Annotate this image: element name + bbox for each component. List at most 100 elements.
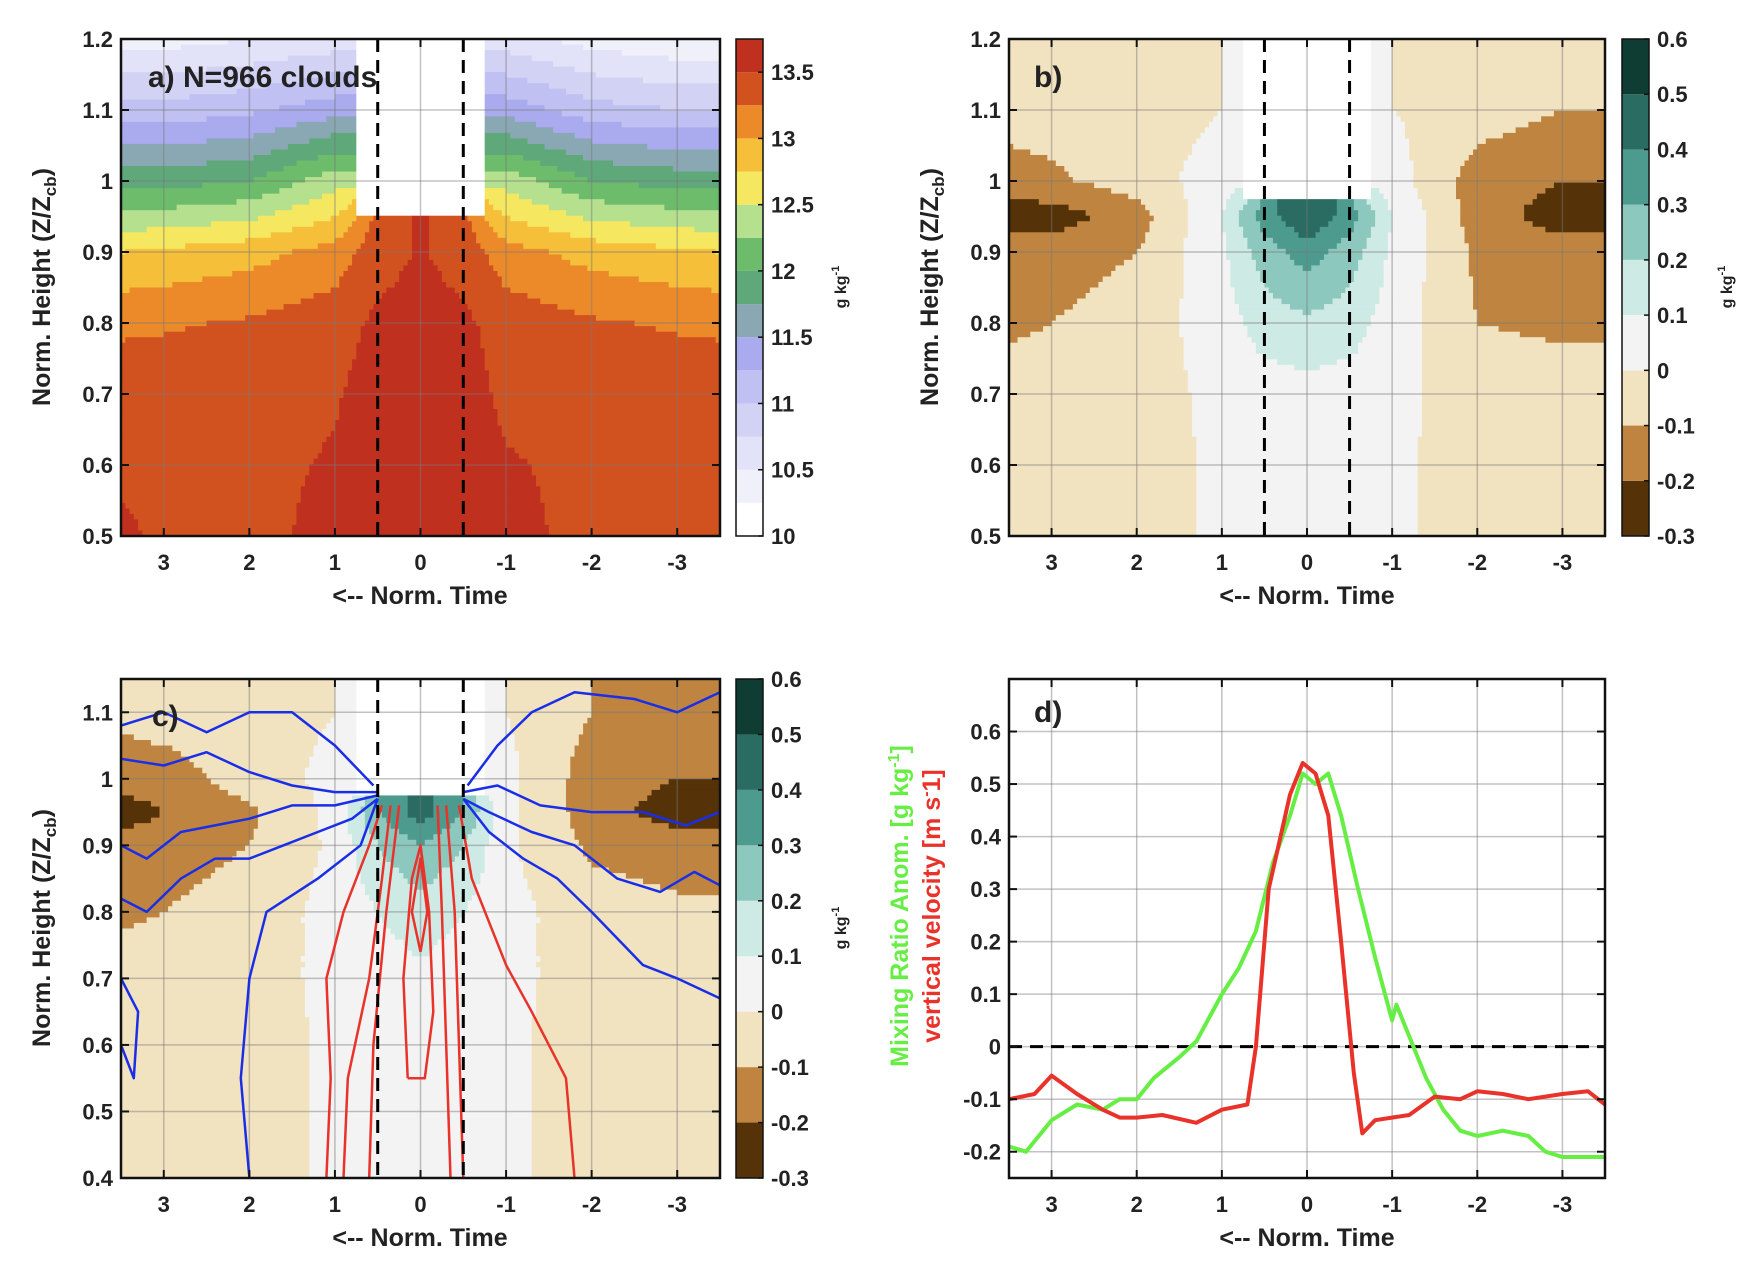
heatmap-cell [1009, 44, 1223, 51]
heatmap-cell [193, 884, 310, 891]
heatmap-cell [557, 166, 674, 173]
heatmap-cell [1545, 226, 1606, 233]
heatmap-cell [595, 237, 721, 244]
heatmap-cell [322, 193, 357, 200]
colorbar-swatch [736, 789, 763, 846]
heatmap-cell [1383, 276, 1427, 283]
heatmap-cell [1009, 497, 1197, 504]
heatmap-cell [121, 1033, 310, 1040]
heatmap-cell [1149, 221, 1189, 228]
heatmap-cell [1421, 381, 1606, 388]
heatmap-cell [356, 55, 486, 62]
heatmap-cell [548, 204, 665, 211]
heatmap-cell [245, 315, 370, 322]
heatmap-cell [1009, 486, 1197, 493]
contour-line [120, 711, 375, 787]
heatmap-cell [1183, 337, 1253, 344]
heatmap-cell [227, 789, 315, 797]
heatmap-cell [1009, 127, 1206, 134]
heatmap-cell [497, 408, 721, 416]
heatmap-cell [356, 166, 486, 173]
heatmap-cell [334, 695, 357, 702]
heatmap-cell [1255, 210, 1278, 217]
heatmap-cell [121, 834, 255, 841]
heatmap-cell [121, 972, 302, 979]
heatmap-cell [531, 1155, 721, 1162]
heatmap-cell [121, 166, 285, 173]
heatmap-cell [125, 248, 293, 255]
heatmap-cell [638, 812, 721, 819]
heatmap-cell [441, 828, 473, 835]
series-vertical-velocity-line [1008, 761, 1607, 1136]
y-tick-label: 0.6 [82, 453, 113, 478]
heatmap-cell [1353, 221, 1376, 228]
heatmap-cell [484, 215, 511, 222]
x-tick-label: 2 [243, 550, 255, 575]
heatmap-cell [121, 458, 315, 465]
heatmap-cell [1417, 447, 1606, 454]
contour-line [463, 784, 721, 827]
heatmap-cell [429, 254, 490, 261]
heatmap-cell [407, 259, 434, 267]
heatmap-cell [484, 867, 524, 874]
heatmap-cell [540, 160, 614, 167]
heatmap-cell [1370, 188, 1380, 195]
contour-line [436, 805, 452, 1179]
heatmap-cell [501, 431, 721, 438]
heatmap-cell [570, 767, 721, 774]
x-tick-label: 0 [414, 1192, 426, 1217]
heatmap-cell [1064, 166, 1185, 173]
heatmap-cell [1392, 72, 1606, 79]
colorbar-tick-label: 0 [771, 1000, 783, 1025]
heatmap-cell [1358, 348, 1423, 355]
heatmap-cell [232, 270, 345, 278]
heatmap-cell [304, 939, 404, 946]
heatmap-cell [245, 237, 336, 244]
heatmap-cell [1009, 353, 1185, 360]
heatmap-a [121, 39, 721, 537]
y-tick-label: 0.2 [970, 930, 1001, 955]
heatmap-cell [121, 72, 332, 79]
heatmap-cell [1302, 265, 1312, 272]
heatmap-cell [313, 221, 353, 228]
heatmap-cell [1277, 199, 1338, 206]
heatmap-cell [1417, 436, 1606, 443]
x-tick-label: -3 [667, 550, 687, 575]
heatmap-cell [1315, 232, 1351, 239]
heatmap-cell [121, 1056, 310, 1063]
heatmap-cell [476, 237, 507, 244]
heatmap-cell [304, 906, 375, 913]
heatmap-cell [1336, 210, 1359, 217]
heatmap-cell [1392, 55, 1606, 62]
heatmap-cell [343, 270, 400, 278]
heatmap-cell [1426, 270, 1470, 278]
heatmap-cell [1473, 276, 1606, 283]
heatmap-cell [309, 1100, 533, 1107]
heatmap-cell [1187, 204, 1227, 211]
heatmap-cell [527, 77, 644, 84]
heatmap-cell [476, 320, 636, 327]
heatmap-cell [1524, 204, 1606, 211]
heatmap-cell [531, 1094, 721, 1101]
heatmap-cell [121, 723, 327, 730]
x-tick-label: 1 [1216, 1192, 1228, 1217]
heatmap-cell [647, 143, 721, 151]
heatmap-cell [356, 121, 486, 128]
y-tick-label: 1.2 [82, 27, 113, 52]
heatmap-cell [1370, 110, 1397, 117]
heatmap-cell [1009, 502, 1197, 509]
heatmap-cell [1009, 132, 1202, 139]
heatmap-cell [121, 154, 255, 162]
heatmap-cell [304, 99, 357, 106]
heatmap-cell [1404, 127, 1517, 134]
heatmap-cell [1383, 281, 1423, 289]
heatmap-cell [1064, 309, 1180, 316]
heatmap-cell [668, 823, 721, 830]
heatmap-cell [1196, 464, 1419, 471]
heatmap-cell [1145, 204, 1189, 211]
heatmap-cell [407, 812, 434, 819]
heatmap-cell [121, 739, 152, 747]
heatmap-cell [523, 243, 657, 250]
heatmap-cell [1392, 66, 1606, 73]
heatmap-cell [1009, 348, 1185, 355]
